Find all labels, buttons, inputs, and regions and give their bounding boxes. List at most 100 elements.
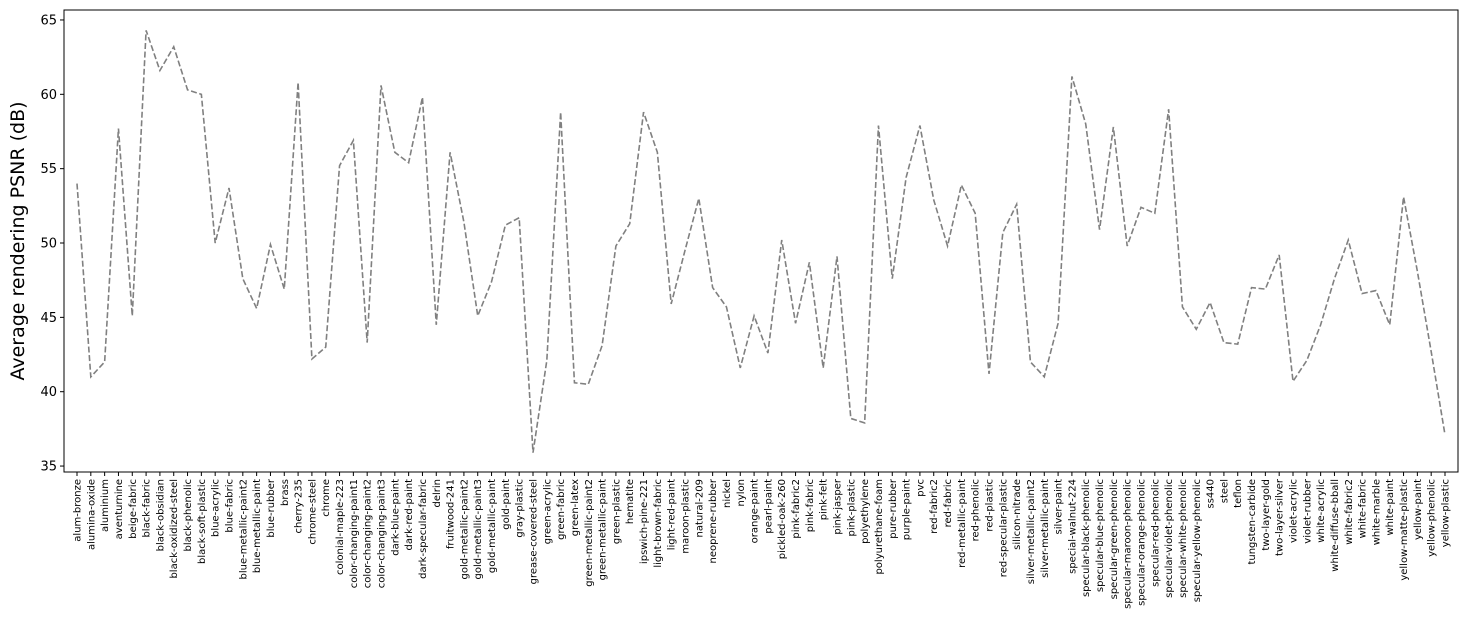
x-tick-label: alumina-oxide: [86, 479, 97, 550]
x-tick-label: red-specular-plastic: [998, 479, 1009, 577]
y-tick-label: 65: [40, 13, 57, 28]
x-tick-label: red-fabric: [943, 479, 954, 527]
x-tick-label: silver-paint: [1054, 479, 1065, 535]
y-tick-label: 50: [40, 237, 57, 252]
x-tick-label: yellow-plastic: [1441, 479, 1452, 547]
x-tick-label: specular-white-phenolic: [1178, 479, 1189, 598]
x-tick-label: white-fabric2: [1344, 479, 1355, 545]
x-tick-label: black-obsidian: [155, 479, 166, 551]
x-tick-label: gray-plastic: [515, 479, 526, 538]
x-tick-label: red-fabric2: [929, 479, 940, 534]
x-tick-label: hematite: [625, 479, 636, 524]
x-tick-label: pickled-oak-260: [777, 479, 788, 559]
x-tick-label: green-plastic: [611, 479, 622, 544]
x-tick-label: ipswich-pine-221: [639, 479, 650, 564]
x-tick-label: gold-paint: [501, 479, 512, 530]
x-tick-label: green-latex: [570, 479, 581, 536]
x-tick-label: steel: [1219, 479, 1230, 503]
x-tick-label: silicon-nitrade: [1012, 479, 1023, 550]
y-tick-label: 60: [40, 88, 57, 103]
x-tick-label: color-changing-paint3: [377, 479, 388, 588]
x-tick-label: special-walnut-224: [1067, 479, 1078, 574]
y-tick-label: 55: [40, 162, 57, 177]
x-tick-label: violet-acrylic: [1289, 479, 1300, 543]
x-tick-label: specular-maroon-phenolic: [1123, 479, 1134, 609]
x-tick-label: green-metallic-paint: [598, 479, 609, 580]
plot-frame: [63, 9, 1459, 473]
x-tick-label: gold-metallic-paint2: [459, 479, 470, 579]
x-tick-label: specular-red-phenolic: [1150, 479, 1161, 587]
x-tick-label: aluminium: [100, 479, 111, 532]
x-tick-label: fruitwood-241: [446, 479, 457, 549]
x-tick-label: green-acrylic: [542, 479, 553, 544]
x-tick-label: pink-fabric2: [791, 479, 802, 539]
x-tick-label: nickel: [722, 479, 733, 508]
x-tick-label: two-layer-silver: [1275, 478, 1286, 556]
x-tick-label: two-layer-gold: [1261, 479, 1272, 551]
x-tick-label: neoprene-rubber: [708, 478, 719, 563]
x-tick-label: beige-fabric: [128, 479, 139, 539]
x-tick-label: dark-red-paint: [404, 479, 415, 551]
x-tick-label: light-brown-fabric: [653, 479, 664, 568]
x-tick-label: color-changing-paint2: [363, 479, 374, 588]
x-tick-label: specular-orange-phenolic: [1137, 479, 1148, 606]
x-tick-label: yellow-paint: [1413, 479, 1424, 540]
x-tick-label: black-oxidized-steel: [169, 479, 180, 579]
x-tick-label: pure-rubber: [888, 478, 899, 539]
x-tick-label: colonial-maple-223: [335, 479, 346, 575]
x-tick-label: cherry-235: [294, 479, 305, 533]
x-tick-label: polyurethane-foam: [874, 479, 885, 575]
x-tick-label: pearl-paint: [763, 479, 774, 534]
x-tick-label: nylon: [736, 479, 747, 507]
x-tick-label: blue-metallic-paint: [252, 479, 263, 573]
x-tick-label: pink-plastic: [846, 479, 857, 537]
x-tick-label: pink-felt: [819, 479, 830, 520]
x-tick-label: polyethylene: [860, 479, 871, 544]
x-tick-label: blue-acrylic: [211, 479, 222, 537]
x-tick-label: specular-yellow-phenolic: [1192, 479, 1203, 602]
y-axis-label: Average rendering PSNR (dB): [7, 101, 29, 380]
x-tick-label: grease-covered-steel: [529, 479, 540, 584]
x-tick-label: brass: [280, 479, 291, 506]
x-tick-label: chrome-steel: [307, 479, 318, 545]
x-tick-label: white-fabric: [1358, 479, 1369, 538]
x-tick-label: yellow-phenolic: [1427, 479, 1438, 557]
x-tick-label: pvc: [915, 479, 926, 497]
x-tick-label: blue-rubber: [266, 478, 277, 538]
x-tick-label: black-phenolic: [183, 479, 194, 552]
x-tick-label: gold-metallic-paint: [487, 479, 498, 573]
y-tick-label: 35: [40, 460, 57, 475]
x-tick-label: red-plastic: [985, 479, 996, 532]
x-tick-label: green-fabric: [556, 479, 567, 540]
x-tick-label: aventurnine: [114, 479, 125, 539]
x-tick-label: delrin: [432, 479, 443, 508]
x-tick-label: violet-rubber: [1302, 478, 1313, 544]
x-tick-label: purple-paint: [902, 479, 913, 540]
x-tick-label: black-fabric: [142, 479, 153, 538]
x-tick-label: chrome: [321, 479, 332, 517]
x-tick-label: light-red-paint: [667, 479, 678, 550]
x-tick-label: red-metallic-paint: [957, 479, 968, 568]
x-tick-label: natural-209: [694, 479, 705, 537]
x-tick-label: silver-metallic-paint: [1040, 479, 1051, 578]
x-tick-label: tungsten-carbide: [1247, 479, 1258, 565]
x-tick-label: specular-violet-phenolic: [1164, 479, 1175, 598]
x-tick-label: specular-black-phenolic: [1081, 479, 1092, 597]
x-tick-label: red-phenolic: [971, 479, 982, 541]
x-tick-label: white-acrylic: [1316, 479, 1327, 543]
x-tick-label: specular-blue-phenolic: [1095, 479, 1106, 592]
x-tick-label: yellow-matte-plastic: [1399, 479, 1410, 581]
x-tick-label: silver-metallic-paint2: [1026, 479, 1037, 584]
x-tick-label: ss440: [1206, 479, 1217, 509]
x-tick-label: color-changing-paint1: [349, 479, 360, 588]
y-tick-label: 45: [40, 311, 57, 326]
y-tick-label: 40: [40, 385, 57, 400]
x-tick-label: green-metallic-paint2: [584, 479, 595, 587]
x-tick-label: maroon-plastic: [681, 479, 692, 554]
x-tick-label: black-soft-plastic: [197, 479, 208, 564]
x-tick-label: white-marble: [1371, 479, 1382, 545]
x-tick-label: dark-blue-paint: [390, 479, 401, 556]
x-tick-label: orange-paint: [750, 479, 761, 543]
x-tick-label: alum-bronze: [73, 479, 84, 542]
